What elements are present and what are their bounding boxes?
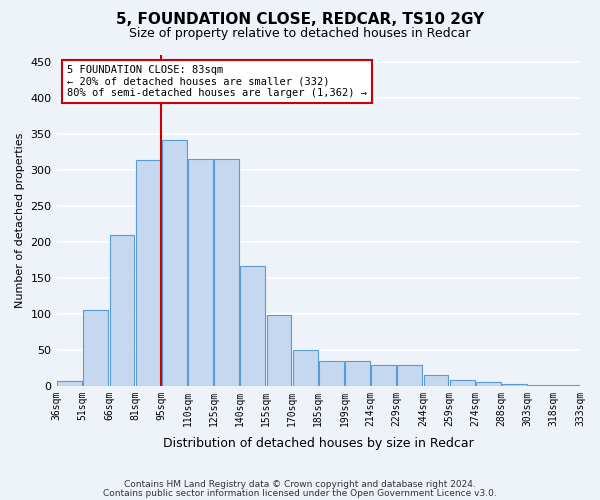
Text: Contains HM Land Registry data © Crown copyright and database right 2024.: Contains HM Land Registry data © Crown c…: [124, 480, 476, 489]
Bar: [266, 316, 292, 386]
Bar: [293, 350, 317, 386]
Bar: [214, 160, 239, 386]
Bar: [450, 380, 475, 386]
Bar: [136, 160, 161, 386]
Bar: [319, 360, 344, 386]
Bar: [371, 365, 396, 386]
Text: Size of property relative to detached houses in Redcar: Size of property relative to detached ho…: [129, 28, 471, 40]
Text: Contains public sector information licensed under the Open Government Licence v3: Contains public sector information licen…: [103, 488, 497, 498]
Bar: [110, 235, 134, 386]
Bar: [529, 385, 553, 386]
Y-axis label: Number of detached properties: Number of detached properties: [15, 132, 25, 308]
Text: 5, FOUNDATION CLOSE, REDCAR, TS10 2GY: 5, FOUNDATION CLOSE, REDCAR, TS10 2GY: [116, 12, 484, 28]
Bar: [397, 365, 422, 386]
Bar: [502, 384, 527, 386]
Bar: [424, 375, 448, 386]
Bar: [345, 360, 370, 386]
Bar: [188, 160, 213, 386]
Bar: [554, 385, 580, 386]
Bar: [162, 140, 187, 386]
Bar: [83, 310, 108, 386]
Bar: [241, 266, 265, 386]
Bar: [476, 382, 501, 386]
Text: 5 FOUNDATION CLOSE: 83sqm
← 20% of detached houses are smaller (332)
80% of semi: 5 FOUNDATION CLOSE: 83sqm ← 20% of detac…: [67, 65, 367, 98]
X-axis label: Distribution of detached houses by size in Redcar: Distribution of detached houses by size …: [163, 437, 473, 450]
Bar: [57, 382, 82, 386]
